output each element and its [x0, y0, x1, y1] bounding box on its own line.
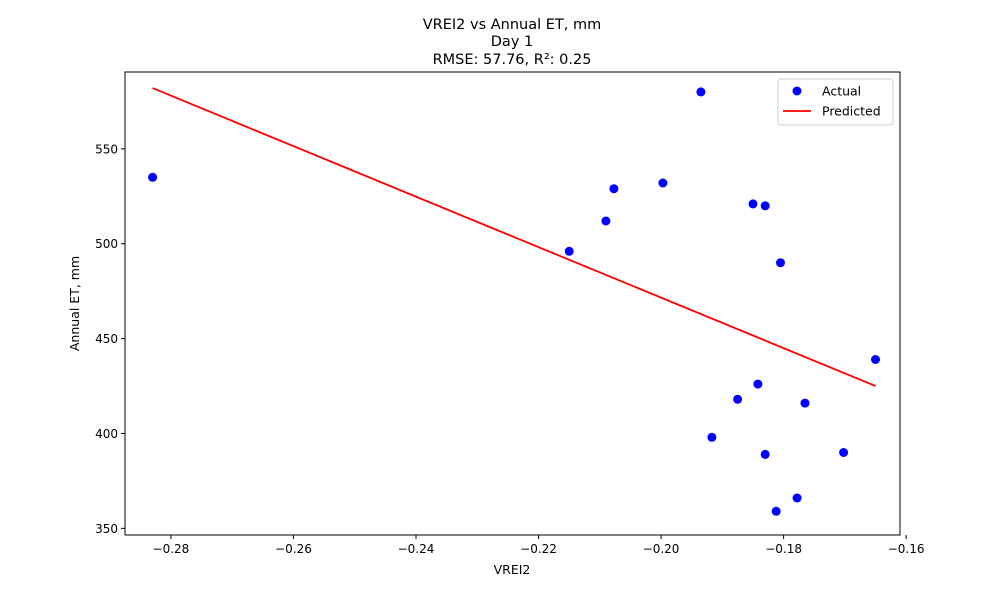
legend-predicted-label: Predicted [822, 104, 881, 119]
x-axis-label: VREI2 [494, 562, 531, 577]
y-tick-label: 450 [95, 332, 118, 346]
chart-subtitle-metrics: RMSE: 57.76, R²: 0.25 [433, 52, 592, 68]
y-tick-label: 350 [95, 522, 118, 536]
y-tick-label: 400 [95, 427, 118, 441]
y-tick-label: 550 [95, 142, 118, 156]
actual-point-17 [871, 355, 880, 364]
y-tick-label: 500 [95, 237, 118, 251]
y-axis: 350 400 450 500 550 [95, 142, 125, 536]
actual-point-14 [792, 493, 802, 503]
actual-point-16 [839, 448, 849, 457]
legend-actual-marker [792, 86, 802, 96]
legend-box [777, 78, 894, 126]
actual-point-7 [733, 394, 743, 404]
y-axis-label: Annual ET, mm [67, 256, 82, 351]
chart-title: VREI2 vs Annual ET, mm [423, 17, 602, 33]
actual-point-5 [696, 87, 706, 97]
legend: Actual Predicted [777, 78, 894, 126]
x-tick-label: −0.18 [765, 542, 802, 556]
actual-point-4 [658, 178, 668, 188]
x-tick-label: −0.26 [275, 542, 312, 556]
x-axis: −0.28 −0.26 −0.24 −0.22 −0.20 −0.18 −0.16 [153, 535, 925, 556]
actual-point-6 [707, 432, 717, 442]
actual-point-0 [148, 172, 158, 182]
actual-point-13 [776, 258, 785, 268]
actual-point-15 [800, 398, 810, 408]
actual-point-8 [748, 199, 758, 209]
actual-point-1 [564, 246, 574, 256]
legend-actual-label: Actual [822, 84, 861, 99]
x-tick-label: −0.28 [153, 542, 190, 556]
actual-point-2 [601, 216, 611, 226]
x-tick-label: −0.16 [888, 542, 925, 556]
plot-content [148, 87, 880, 516]
actual-point-11 [760, 449, 770, 459]
actual-point-9 [753, 379, 763, 389]
chart-subtitle-day: Day 1 [491, 34, 533, 50]
x-tick-label: −0.22 [520, 542, 557, 556]
x-tick-label: −0.24 [398, 542, 435, 556]
x-tick-label: −0.20 [643, 542, 680, 556]
actual-point-3 [609, 184, 619, 194]
actual-point-12 [771, 506, 781, 516]
plot-area-frame [124, 71, 901, 536]
actual-point-10 [760, 201, 770, 211]
predicted-line [152, 87, 876, 387]
